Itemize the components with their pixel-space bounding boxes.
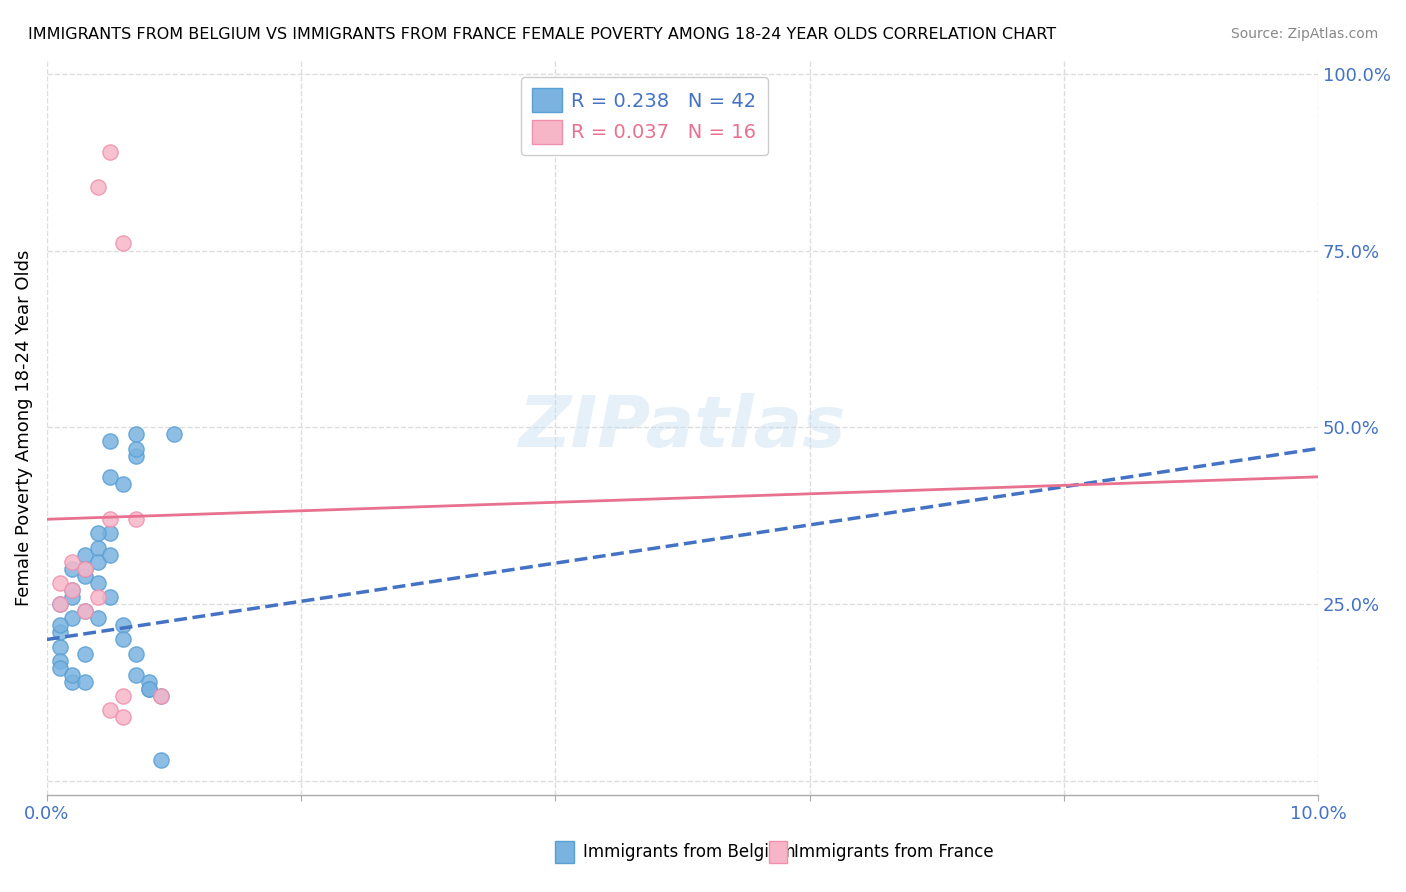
Point bbox=[87, 526, 110, 541]
Point bbox=[163, 427, 186, 442]
Point bbox=[87, 611, 110, 625]
Point bbox=[48, 597, 70, 611]
Point bbox=[87, 180, 110, 194]
Point bbox=[87, 541, 110, 555]
Text: IMMIGRANTS FROM BELGIUM VS IMMIGRANTS FROM FRANCE FEMALE POVERTY AMONG 18-24 YEA: IMMIGRANTS FROM BELGIUM VS IMMIGRANTS FR… bbox=[28, 27, 1056, 42]
Point bbox=[73, 647, 96, 661]
Point bbox=[112, 632, 135, 647]
Point bbox=[112, 710, 135, 724]
Point bbox=[112, 618, 135, 632]
Point bbox=[48, 597, 70, 611]
Point bbox=[48, 625, 70, 640]
Point bbox=[73, 562, 96, 576]
Point bbox=[48, 618, 70, 632]
Point bbox=[100, 470, 122, 484]
Point bbox=[73, 604, 96, 618]
Point bbox=[150, 689, 173, 703]
Point bbox=[125, 512, 148, 526]
Point bbox=[60, 582, 83, 597]
Text: Immigrants from France: Immigrants from France bbox=[794, 843, 994, 861]
Point bbox=[48, 640, 70, 654]
Point bbox=[100, 703, 122, 717]
Point bbox=[73, 604, 96, 618]
Point bbox=[150, 689, 173, 703]
Point bbox=[150, 753, 173, 767]
Point bbox=[100, 434, 122, 449]
Text: Source: ZipAtlas.com: Source: ZipAtlas.com bbox=[1230, 27, 1378, 41]
Point bbox=[48, 654, 70, 668]
Point bbox=[73, 674, 96, 689]
Point bbox=[125, 668, 148, 682]
Point bbox=[87, 555, 110, 569]
Point bbox=[73, 548, 96, 562]
Point bbox=[60, 590, 83, 604]
Point bbox=[60, 611, 83, 625]
Point bbox=[138, 674, 160, 689]
Point bbox=[100, 512, 122, 526]
Point bbox=[138, 681, 160, 696]
Point bbox=[112, 689, 135, 703]
Point bbox=[48, 575, 70, 590]
Point bbox=[100, 526, 122, 541]
Legend: R = 0.238   N = 42, R = 0.037   N = 16: R = 0.238 N = 42, R = 0.037 N = 16 bbox=[520, 77, 768, 155]
Point bbox=[125, 647, 148, 661]
Point bbox=[60, 582, 83, 597]
Text: Immigrants from Belgium: Immigrants from Belgium bbox=[583, 843, 796, 861]
Point bbox=[100, 145, 122, 159]
Y-axis label: Female Poverty Among 18-24 Year Olds: Female Poverty Among 18-24 Year Olds bbox=[15, 249, 32, 606]
Point bbox=[48, 661, 70, 675]
Point bbox=[125, 442, 148, 456]
Point bbox=[60, 668, 83, 682]
Point bbox=[73, 562, 96, 576]
Point bbox=[60, 674, 83, 689]
Point bbox=[100, 590, 122, 604]
Point bbox=[100, 548, 122, 562]
Point bbox=[125, 427, 148, 442]
Point bbox=[73, 569, 96, 583]
Point bbox=[125, 449, 148, 463]
Point bbox=[112, 476, 135, 491]
Point bbox=[87, 590, 110, 604]
Point bbox=[60, 562, 83, 576]
Text: ZIPatlas: ZIPatlas bbox=[519, 392, 846, 462]
Point bbox=[87, 575, 110, 590]
Point bbox=[60, 555, 83, 569]
Point bbox=[138, 681, 160, 696]
Point bbox=[112, 236, 135, 251]
